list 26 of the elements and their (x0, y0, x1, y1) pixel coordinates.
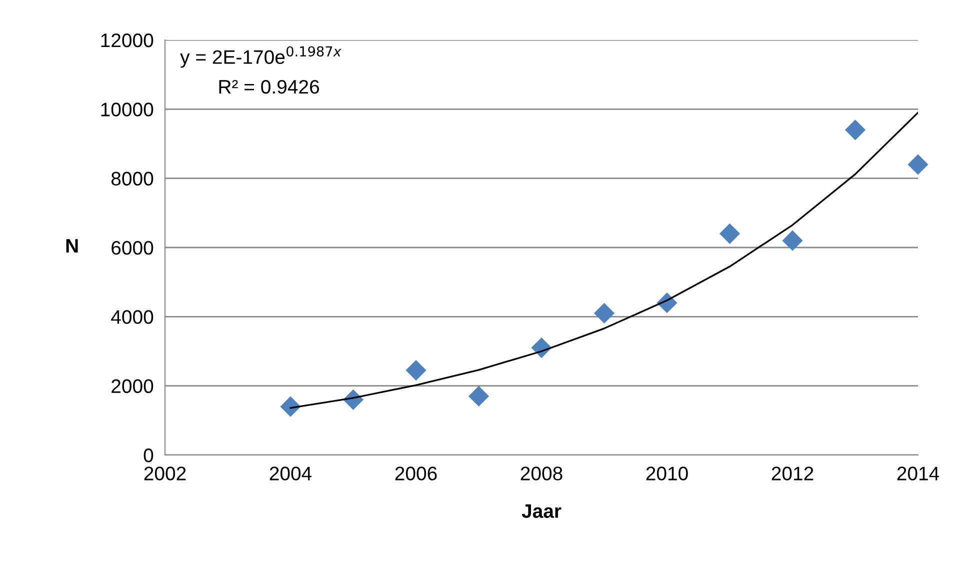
y-axis-title: N (66, 239, 78, 253)
x-tick-label: 2006 (395, 466, 437, 480)
point (280, 396, 301, 417)
point (844, 120, 866, 140)
point (594, 302, 615, 324)
x-tick-label: 2002 (144, 466, 186, 480)
point (908, 154, 928, 175)
x-tick-label: 2012 (772, 466, 814, 480)
x-tick-label: 2014 (897, 466, 940, 480)
y-tick-label: 10000 (101, 102, 154, 116)
x-tick-label: 2010 (646, 466, 688, 480)
y-tick-label: 6000 (112, 240, 154, 255)
y-tick-label: 4000 (111, 310, 154, 324)
x-axis-title: Jaar (522, 504, 562, 518)
annotation: y = 2E-170e$^{0.1987x}$ (180, 46, 342, 68)
x-tick-label: 2004 (270, 466, 312, 480)
annotation: R² = 0.9426 (219, 80, 320, 94)
point (406, 360, 426, 381)
y-tick-label: 8000 (111, 172, 154, 186)
y-tick-label: 2000 (112, 379, 154, 394)
point (782, 230, 803, 251)
point (468, 386, 490, 407)
y-tick-label: 0 (144, 448, 154, 462)
x-tick-label: 2008 (520, 466, 562, 480)
y-tick-label: 12000 (101, 33, 154, 48)
point (719, 223, 740, 244)
